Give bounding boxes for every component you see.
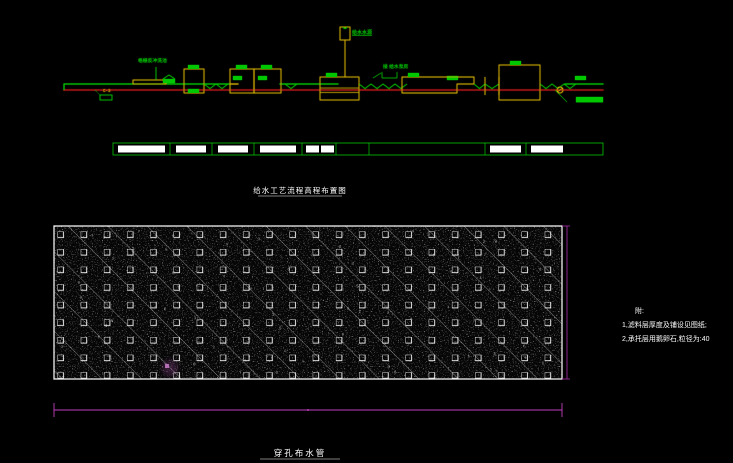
svg-text:9: 9 — [526, 322, 528, 326]
svg-text:C-3: C-3 — [103, 90, 111, 94]
svg-text:7: 7 — [262, 287, 264, 291]
svg-text:7: 7 — [490, 368, 492, 372]
svg-text:9: 9 — [248, 337, 250, 341]
svg-text:4: 4 — [410, 317, 413, 321]
svg-text:格栅反冲洗池: 格栅反冲洗池 — [138, 57, 167, 64]
svg-text:给水水源: 给水水源 — [352, 29, 372, 36]
svg-text:给水工艺流程高程布置图: 给水工艺流程高程布置图 — [253, 185, 347, 195]
svg-text:8: 8 — [539, 267, 541, 271]
svg-text:附:: 附: — [635, 306, 644, 315]
svg-text:穿孔布水管: 穿孔布水管 — [274, 448, 327, 458]
svg-text:2,承托层用鹅卵石,粒径为:40: 2,承托层用鹅卵石,粒径为:40 — [622, 334, 710, 343]
svg-text:接 给水泵房: 接 给水泵房 — [383, 63, 409, 70]
svg-text:3: 3 — [105, 324, 107, 328]
svg-text:3: 3 — [473, 317, 475, 322]
svg-text:8: 8 — [276, 371, 278, 375]
svg-text:1,滤料层厚度及铺设见图纸;: 1,滤料层厚度及铺设见图纸; — [622, 320, 707, 329]
svg-text:4: 4 — [447, 305, 449, 309]
svg-text:6: 6 — [341, 332, 343, 336]
